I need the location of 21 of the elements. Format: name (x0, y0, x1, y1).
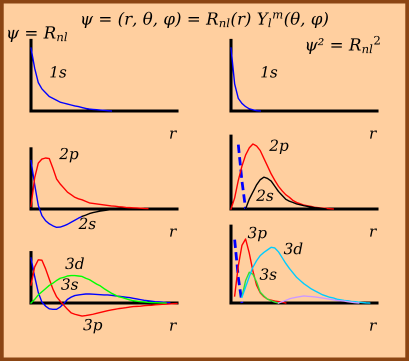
y-axis-title: ψ² = R$_{nl}$$^{2}$ (306, 36, 380, 54)
annotation: 3s (260, 268, 276, 280)
x-axis-title: r (170, 130, 178, 139)
annotation: 2s (78, 218, 96, 230)
annotation: 1s (261, 66, 278, 78)
annotation: 3p (248, 226, 267, 242)
x-axis-title: r (370, 228, 378, 237)
x-axis-title: r (170, 322, 178, 331)
x-axis-title: r (370, 130, 378, 139)
annotation: 3d (284, 242, 302, 254)
text: 3p (83, 318, 102, 334)
annotation: 2p (59, 148, 78, 162)
annotation: 1s (50, 66, 66, 78)
annotation: 2p (269, 139, 288, 154)
x-axis-title: r (370, 322, 378, 331)
annotation: 3s (61, 278, 78, 290)
y-axis-title: ψ = R$_{nl}$ (8, 26, 68, 42)
x-axis-title: r (170, 228, 178, 237)
chart-title: ψ = (r, θ, φ) = R$_{nl}$(r) Y$_{l}$$^{m}$(θ, φ) (82, 12, 328, 28)
annotation: 2s (256, 190, 274, 202)
annotation: 3d (65, 257, 84, 270)
